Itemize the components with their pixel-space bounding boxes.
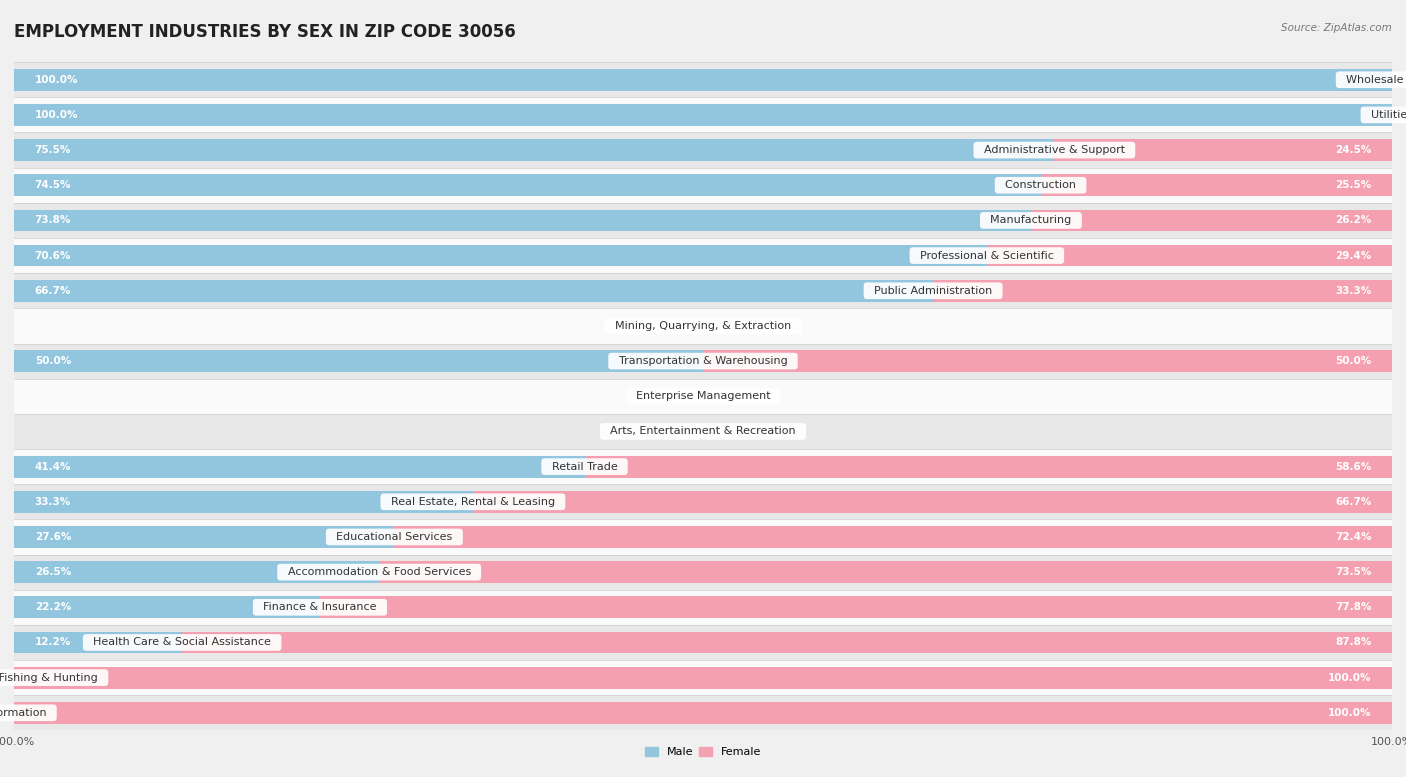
Bar <box>14 133 1392 168</box>
Bar <box>14 280 934 301</box>
Bar <box>14 139 1054 161</box>
Bar <box>1054 139 1392 161</box>
Bar <box>14 695 1392 730</box>
Bar <box>14 484 1392 519</box>
Text: Finance & Insurance: Finance & Insurance <box>256 602 384 612</box>
Text: 24.5%: 24.5% <box>1334 145 1371 155</box>
Text: Enterprise Management: Enterprise Management <box>628 392 778 401</box>
Bar <box>14 62 1392 97</box>
Text: 22.2%: 22.2% <box>35 602 70 612</box>
Bar <box>987 245 1392 267</box>
Bar <box>14 274 1392 308</box>
Bar <box>14 414 1392 449</box>
Bar <box>14 174 1040 196</box>
Text: 75.5%: 75.5% <box>35 145 72 155</box>
Bar <box>934 280 1392 301</box>
Text: Wholesale Trade: Wholesale Trade <box>1339 75 1406 85</box>
Bar <box>14 491 472 513</box>
Bar <box>14 625 1392 660</box>
Bar <box>472 491 1392 513</box>
Bar <box>14 455 585 478</box>
Text: EMPLOYMENT INDUSTRIES BY SEX IN ZIP CODE 30056: EMPLOYMENT INDUSTRIES BY SEX IN ZIP CODE… <box>14 23 516 41</box>
Bar <box>14 210 1031 232</box>
Bar <box>14 203 1392 238</box>
Text: 74.5%: 74.5% <box>35 180 72 190</box>
Text: Mining, Quarrying, & Extraction: Mining, Quarrying, & Extraction <box>607 321 799 331</box>
Text: Agriculture, Fishing & Hunting: Agriculture, Fishing & Hunting <box>0 673 105 683</box>
Text: 72.4%: 72.4% <box>1334 532 1371 542</box>
Text: 12.2%: 12.2% <box>35 637 70 647</box>
Bar <box>14 667 1392 688</box>
Bar <box>14 238 1392 274</box>
Text: 100.0%: 100.0% <box>1327 708 1371 718</box>
Text: Source: ZipAtlas.com: Source: ZipAtlas.com <box>1281 23 1392 33</box>
Bar <box>14 702 1392 723</box>
Bar <box>1040 174 1392 196</box>
Bar <box>14 526 394 548</box>
Bar <box>14 519 1392 555</box>
Text: 73.5%: 73.5% <box>1334 567 1371 577</box>
Text: Accommodation & Food Services: Accommodation & Food Services <box>281 567 478 577</box>
Bar <box>14 97 1392 133</box>
Bar <box>14 449 1392 484</box>
Text: Retail Trade: Retail Trade <box>544 462 624 472</box>
Bar <box>183 632 1392 653</box>
Text: 29.4%: 29.4% <box>1336 251 1371 260</box>
Text: 41.4%: 41.4% <box>35 462 72 472</box>
Bar <box>14 308 1392 343</box>
Text: Real Estate, Rental & Leasing: Real Estate, Rental & Leasing <box>384 497 562 507</box>
Bar <box>14 590 1392 625</box>
Text: 27.6%: 27.6% <box>35 532 72 542</box>
Text: 58.6%: 58.6% <box>1336 462 1371 472</box>
Text: 66.7%: 66.7% <box>1334 497 1371 507</box>
Bar <box>14 69 1392 91</box>
Bar <box>14 104 1392 126</box>
Text: 73.8%: 73.8% <box>35 215 72 225</box>
Text: Information: Information <box>0 708 53 718</box>
Bar <box>1031 210 1392 232</box>
Text: Professional & Scientific: Professional & Scientific <box>912 251 1060 260</box>
Text: 50.0%: 50.0% <box>35 356 70 366</box>
Text: 77.8%: 77.8% <box>1334 602 1371 612</box>
Bar <box>394 526 1392 548</box>
Text: 66.7%: 66.7% <box>35 286 72 296</box>
Text: 25.5%: 25.5% <box>1336 180 1371 190</box>
Bar <box>14 660 1392 695</box>
Text: 50.0%: 50.0% <box>1336 356 1371 366</box>
Text: Public Administration: Public Administration <box>868 286 1000 296</box>
Bar <box>14 561 380 583</box>
Bar <box>14 378 1392 414</box>
Text: 33.3%: 33.3% <box>35 497 70 507</box>
Bar <box>14 632 183 653</box>
Text: Manufacturing: Manufacturing <box>983 215 1078 225</box>
Bar <box>14 555 1392 590</box>
Bar <box>585 455 1392 478</box>
Bar <box>14 168 1392 203</box>
Text: Utilities: Utilities <box>1364 110 1406 120</box>
Text: 70.6%: 70.6% <box>35 251 72 260</box>
Text: Administrative & Support: Administrative & Support <box>977 145 1132 155</box>
Text: Construction: Construction <box>998 180 1083 190</box>
Text: 26.5%: 26.5% <box>35 567 70 577</box>
Text: Educational Services: Educational Services <box>329 532 460 542</box>
Bar <box>14 245 987 267</box>
Text: Health Care & Social Assistance: Health Care & Social Assistance <box>86 637 278 647</box>
Text: 33.3%: 33.3% <box>1336 286 1371 296</box>
Text: 100.0%: 100.0% <box>1327 673 1371 683</box>
Bar <box>380 561 1392 583</box>
Text: Transportation & Warehousing: Transportation & Warehousing <box>612 356 794 366</box>
Legend: Male, Female: Male, Female <box>640 742 766 761</box>
Text: 26.2%: 26.2% <box>1336 215 1371 225</box>
Bar <box>703 350 1392 372</box>
Text: 100.0%: 100.0% <box>35 110 79 120</box>
Bar <box>14 343 1392 378</box>
Bar <box>321 597 1392 618</box>
Text: 87.8%: 87.8% <box>1334 637 1371 647</box>
Bar <box>14 350 703 372</box>
Bar <box>14 597 321 618</box>
Text: Arts, Entertainment & Recreation: Arts, Entertainment & Recreation <box>603 427 803 437</box>
Text: 100.0%: 100.0% <box>35 75 79 85</box>
